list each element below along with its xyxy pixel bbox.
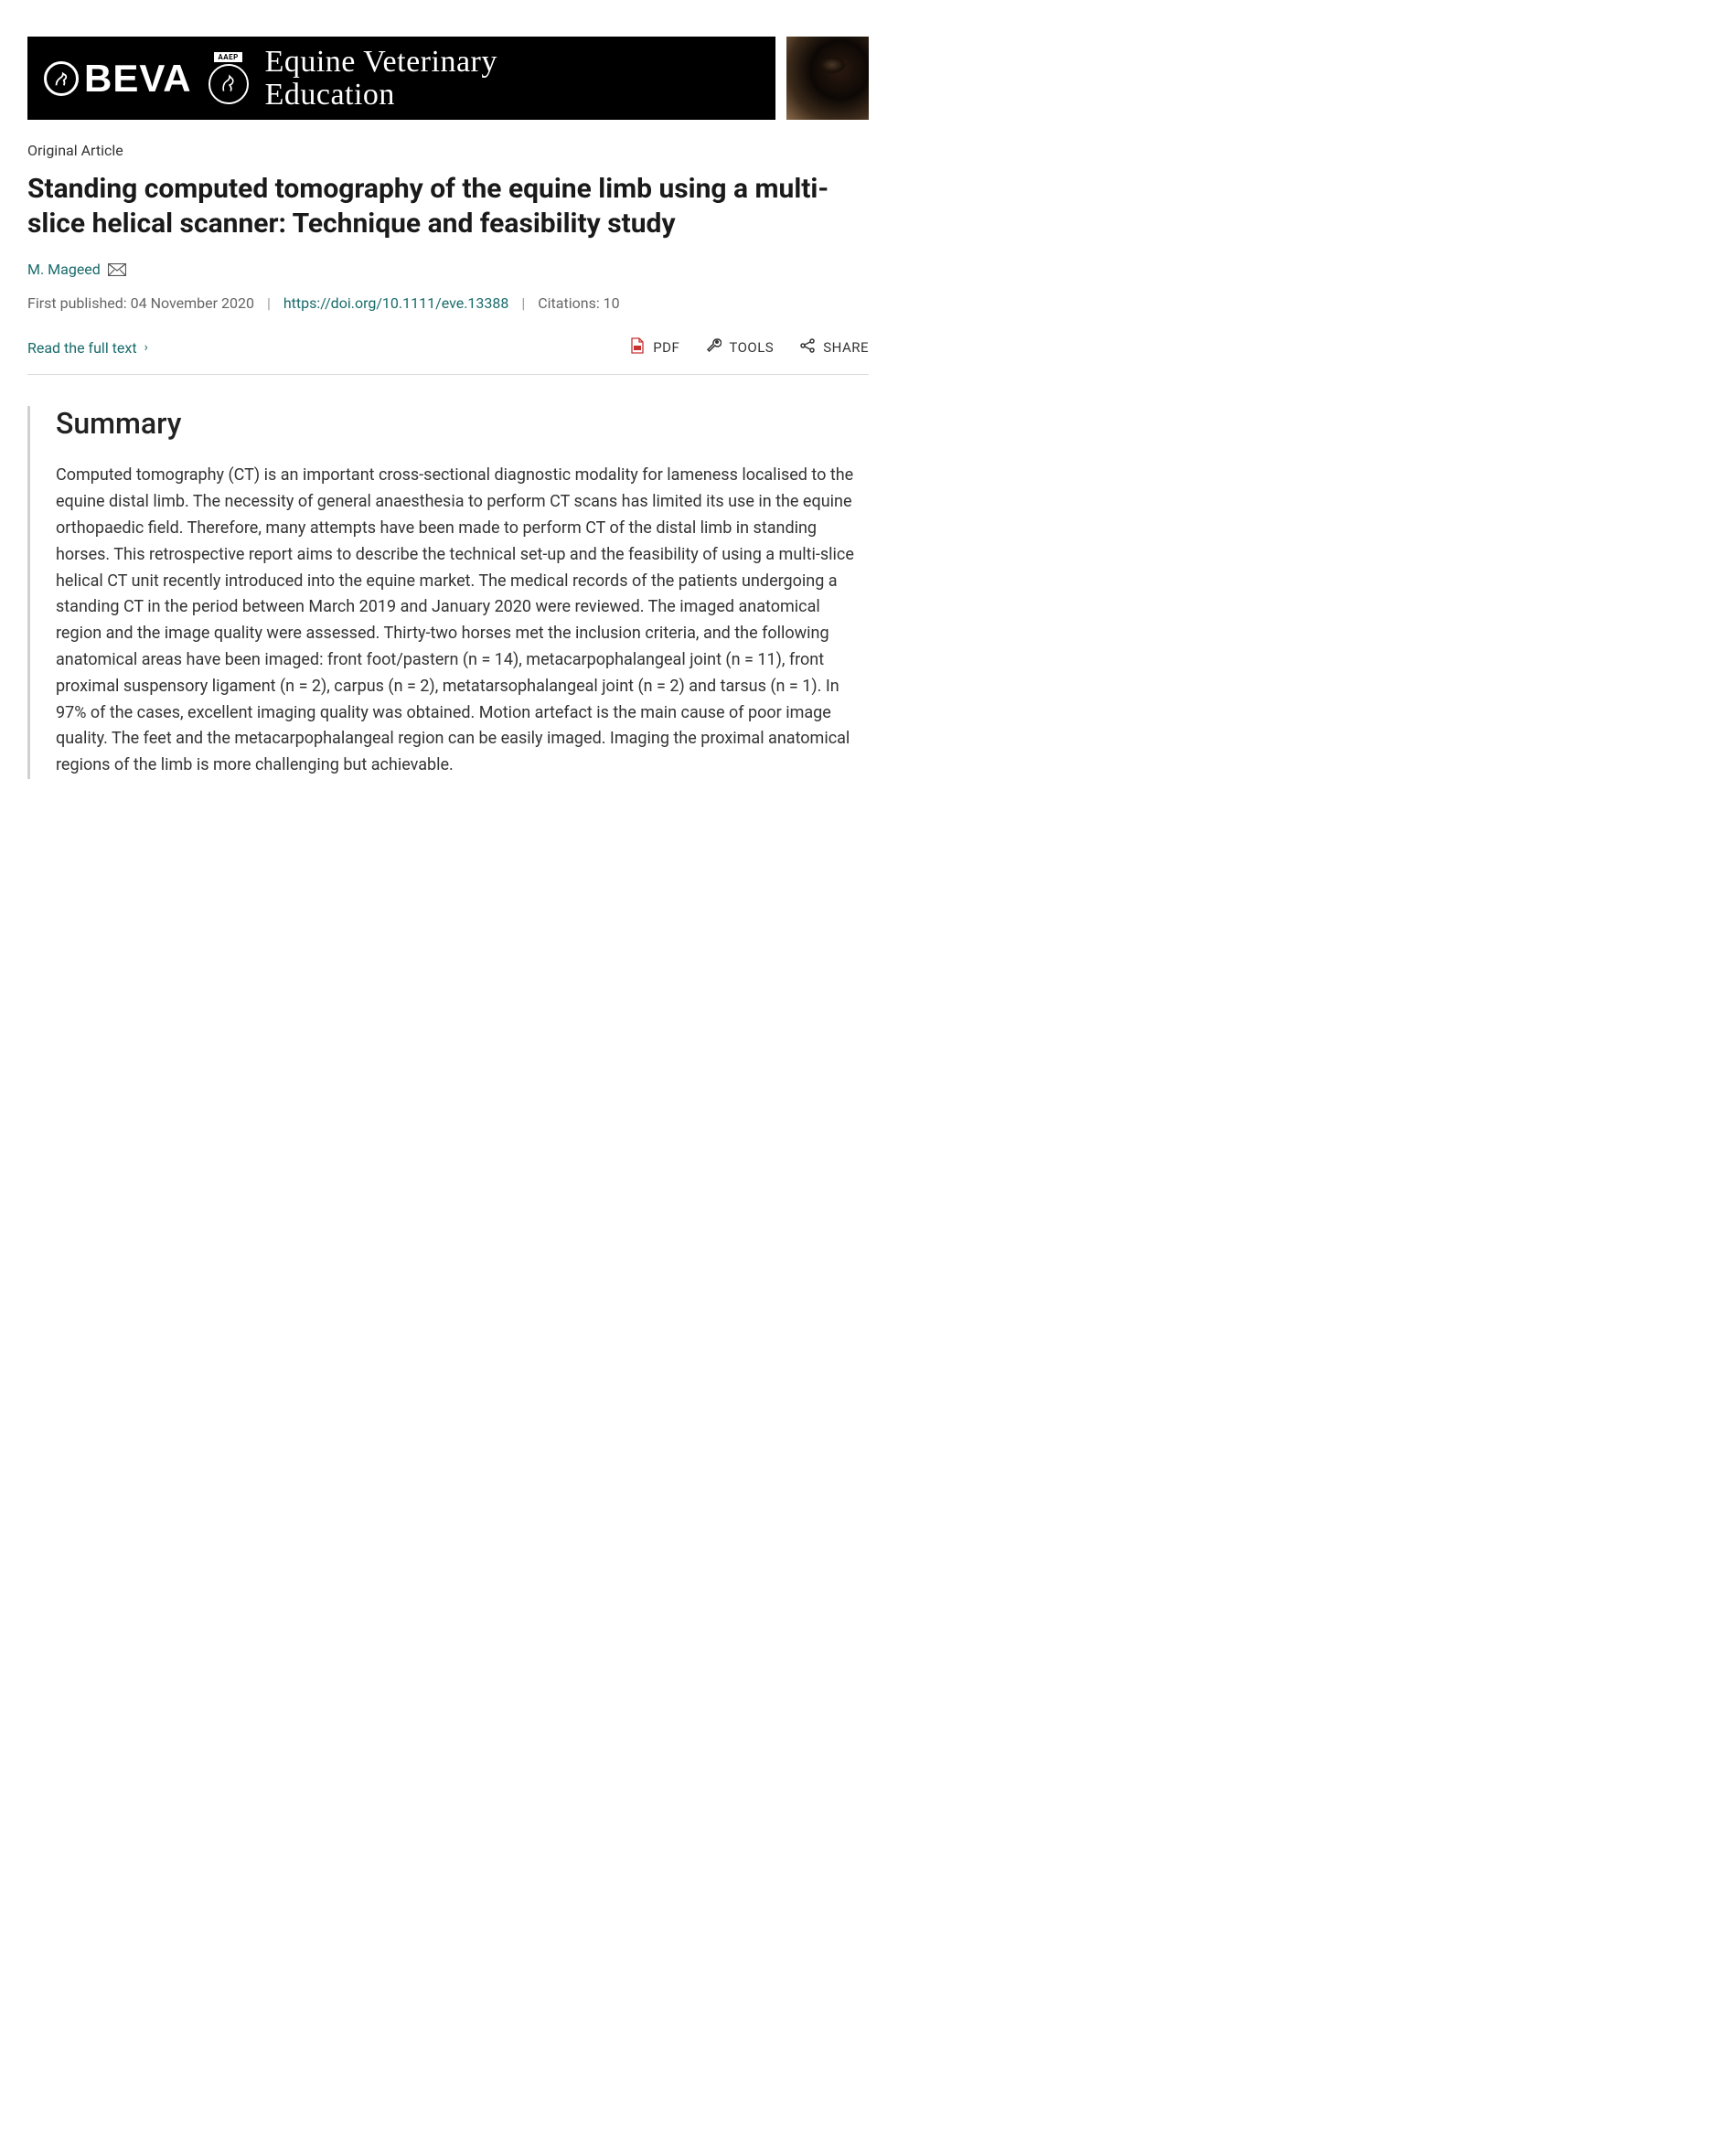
journal-title-line1: Equine Veterinary: [265, 46, 497, 79]
summary-heading: Summary: [56, 406, 869, 441]
doi-link[interactable]: https://doi.org/10.1111/eve.13388: [283, 294, 509, 312]
actions-row: Read the full text › PDF TOOLS: [27, 337, 869, 375]
pdf-button[interactable]: PDF: [629, 337, 679, 358]
share-button[interactable]: SHARE: [799, 337, 869, 358]
wrench-icon: [705, 337, 722, 358]
beva-logo: BEVA: [44, 57, 192, 101]
banner-main: BEVA AAEP Equine Veterinary Education: [27, 37, 775, 120]
journal-title-line2: Education: [265, 79, 497, 112]
meta-separator: |: [267, 294, 271, 312]
first-published-date: 04 November 2020: [131, 294, 254, 312]
citations-label: Citations:: [538, 294, 599, 312]
summary-body: Computed tomography (CT) is an important…: [56, 463, 869, 779]
mail-icon[interactable]: [108, 263, 126, 276]
chevron-right-icon: ›: [144, 340, 148, 355]
article-type: Original Article: [27, 142, 869, 159]
share-label: SHARE: [823, 339, 869, 356]
aaep-badge-label: AAEP: [214, 52, 241, 62]
banner-side-image: [786, 37, 869, 120]
read-full-text-link[interactable]: Read the full text ›: [27, 339, 148, 357]
citations-count: 10: [604, 294, 620, 312]
tools-label: TOOLS: [729, 339, 774, 356]
summary-section: Summary Computed tomography (CT) is an i…: [27, 406, 869, 779]
share-icon: [799, 337, 816, 358]
tools-button[interactable]: TOOLS: [705, 337, 774, 358]
first-published-label: First published:: [27, 294, 127, 312]
beva-text: BEVA: [84, 57, 192, 101]
journal-title: Equine Veterinary Education: [265, 46, 497, 111]
journal-banner: BEVA AAEP Equine Veterinary Education: [27, 37, 869, 120]
author-link[interactable]: M. Mageed: [27, 261, 101, 278]
horse-eye-icon: [819, 57, 845, 73]
pdf-label: PDF: [653, 339, 679, 356]
pdf-icon: [629, 337, 646, 358]
meta-separator: |: [521, 294, 525, 312]
aaep-badge: AAEP: [208, 52, 249, 104]
tools-group: PDF TOOLS SHARE: [629, 337, 869, 358]
author-row: M. Mageed: [27, 261, 869, 278]
publication-meta: First published: 04 November 2020 | http…: [27, 294, 869, 312]
horse-head-icon: [44, 61, 79, 96]
article-title: Standing computed tomography of the equi…: [27, 172, 869, 240]
aaep-circle-icon: [208, 64, 249, 104]
read-full-label: Read the full text: [27, 339, 137, 357]
